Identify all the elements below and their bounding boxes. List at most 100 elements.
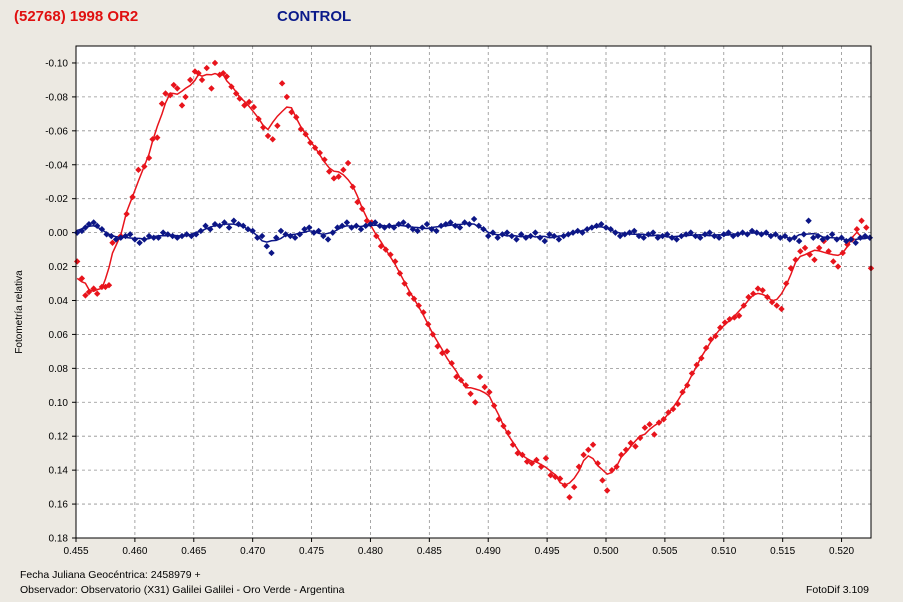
control-data-point [682, 231, 690, 238]
object-data-point [321, 156, 328, 163]
object-data-point [232, 90, 240, 97]
object-data-point [105, 282, 113, 289]
control-data-point [640, 234, 647, 241]
control-data-point [353, 222, 360, 230]
control-data-point [324, 236, 332, 243]
object-data-point [85, 288, 93, 296]
object-data-point [382, 246, 389, 253]
control-data-point [503, 229, 511, 236]
object-data-point [693, 361, 700, 369]
control-data-point [555, 236, 563, 243]
control-data-point [513, 236, 520, 243]
control-data-point [550, 232, 558, 240]
object-data-point [250, 103, 258, 111]
control-data-point [777, 234, 784, 241]
object-data-point [773, 302, 780, 309]
control-data-point [249, 227, 256, 235]
object-data-point [340, 166, 347, 174]
object-data-point [462, 382, 470, 389]
control-data-point [108, 232, 115, 240]
control-data-point [598, 220, 605, 228]
control-data-point [235, 220, 242, 228]
x-tick-label: 0.515 [770, 546, 795, 557]
object-data-point [472, 399, 479, 406]
control-data-point [258, 232, 266, 240]
x-tick-label: 0.455 [63, 546, 88, 557]
control-data-point [824, 234, 831, 241]
object-data-point [245, 98, 253, 106]
control-data-point [838, 234, 845, 241]
object-data-point [783, 280, 790, 287]
control-data-point [174, 234, 181, 241]
object-data-point [123, 210, 130, 218]
control-data-point [499, 231, 506, 238]
object-data-point [731, 314, 738, 321]
control-data-point [433, 227, 440, 235]
control-data-point [400, 219, 407, 226]
object-data-point [467, 390, 474, 397]
y-tick-label: 0.10 [49, 398, 69, 409]
control-data-point [748, 227, 756, 235]
object-data-point [167, 92, 174, 99]
x-tick-label: 0.500 [593, 546, 618, 557]
control-data-point [386, 222, 393, 230]
plot-frame [75, 45, 872, 539]
control-data-point [569, 229, 577, 236]
object-data-point [434, 343, 441, 350]
object-data-point [170, 81, 177, 89]
object-data-point [293, 114, 300, 121]
control-data-point [296, 231, 303, 238]
control-data-point [202, 222, 209, 230]
object-data-point [90, 285, 97, 292]
control-data-point [527, 232, 534, 240]
control-data-point [263, 242, 270, 250]
object-data-point [712, 332, 719, 340]
control-data-point [687, 229, 694, 236]
object-data-point [575, 463, 583, 470]
object-data-point [830, 258, 837, 265]
object-data-point [702, 344, 710, 352]
object-data-point [429, 331, 437, 338]
object-data-point [594, 460, 601, 467]
control-data-point [164, 231, 172, 238]
control-data-point [404, 222, 412, 230]
control-data-point [282, 231, 289, 238]
control-data-point [301, 226, 308, 233]
control-data-point [485, 232, 492, 240]
control-data-point [159, 229, 167, 236]
object-data-point [759, 287, 766, 294]
object-data-point [665, 409, 672, 416]
control-data-point [122, 232, 129, 240]
control-data-point [348, 224, 355, 231]
control-data-point [795, 237, 803, 245]
object-data-point [349, 183, 356, 191]
object-data-point [424, 321, 432, 328]
control-data-point [706, 229, 713, 236]
control-data-point [98, 226, 106, 233]
object-data-point [778, 305, 785, 313]
control-data-point [357, 226, 365, 233]
object-data-point [354, 198, 361, 206]
control-data-point [805, 217, 812, 224]
object-data-point [547, 472, 554, 479]
object-data-point [406, 290, 413, 297]
object-data-point [698, 354, 705, 362]
control-data-point [560, 232, 567, 240]
object-data-point [198, 76, 206, 84]
object-data-point [283, 93, 291, 101]
control-data-point [518, 231, 525, 238]
object-data-point [182, 93, 189, 101]
control-data-point [494, 234, 501, 241]
object-data-point [509, 441, 517, 448]
control-data-point [409, 226, 417, 233]
control-data-point [216, 222, 223, 230]
object-data-point [410, 295, 418, 302]
object-data-point [174, 85, 181, 92]
x-tick-label: 0.475 [299, 546, 324, 557]
object-data-point [721, 319, 729, 326]
object-data-point [387, 251, 394, 258]
object-trend-line [76, 72, 872, 486]
control-data-point [866, 234, 874, 241]
control-data-point [414, 227, 421, 235]
control-data-point [720, 231, 727, 238]
